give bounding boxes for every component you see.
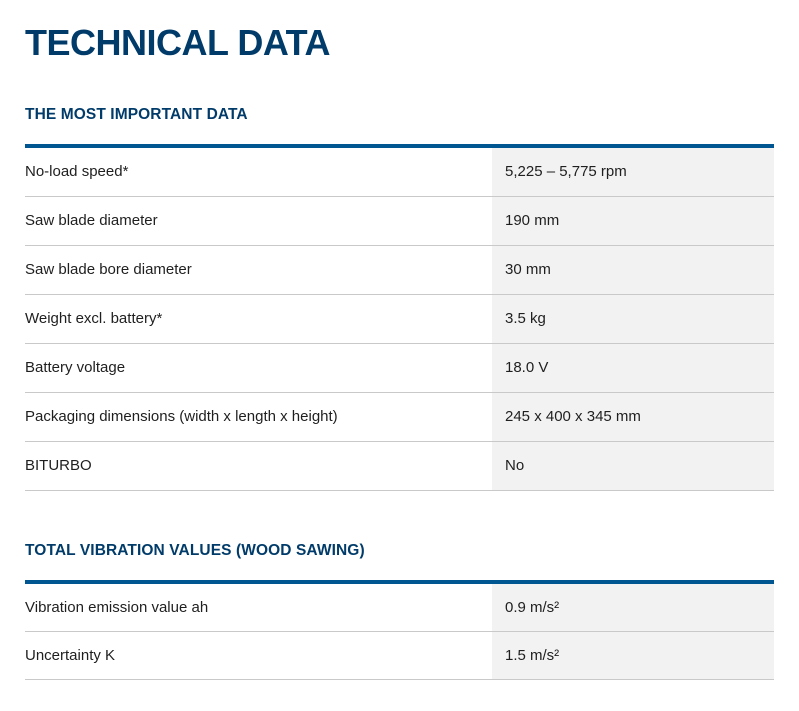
section-total-vibration-values: TOTAL VIBRATION VALUES (WOOD SAWING) Vib…	[25, 542, 774, 680]
table-row-no-load-speed: No-load speed* 5,225 – 5,775 rpm	[25, 147, 774, 197]
section-heading-total-vibration-values: TOTAL VIBRATION VALUES (WOOD SAWING)	[25, 541, 365, 559]
table-row-battery-voltage: Battery voltage 18.0 V	[25, 343, 774, 393]
table-row-biturbo: BITURBO No	[25, 441, 774, 491]
row-value: 245 x 400 x 345 mm	[492, 392, 774, 441]
row-value: 0.9 m/s²	[492, 583, 774, 631]
spec-table-most-important-data: No-load speed* 5,225 – 5,775 rpm Saw bla…	[25, 143, 774, 491]
page-title: TECHNICAL DATA	[25, 22, 330, 63]
table-row-saw-blade-diameter: Saw blade diameter 190 mm	[25, 196, 774, 246]
table-row-uncertainty-k: Uncertainty K 1.5 m/s²	[25, 631, 774, 680]
table-row-saw-blade-bore-diameter: Saw blade bore diameter 30 mm	[25, 245, 774, 295]
row-value: 30 mm	[492, 245, 774, 294]
section-heading-most-important-data: THE MOST IMPORTANT DATA	[25, 105, 248, 123]
row-value: 3.5 kg	[492, 294, 774, 343]
row-label: Uncertainty K	[25, 646, 116, 664]
section-most-important-data: THE MOST IMPORTANT DATA No-load speed* 5…	[25, 106, 774, 491]
row-value: 1.5 m/s²	[492, 631, 774, 679]
row-label: Packaging dimensions (width x length x h…	[25, 408, 338, 426]
row-value: 5,225 – 5,775 rpm	[492, 147, 774, 196]
table-row-packaging-dimensions: Packaging dimensions (width x length x h…	[25, 392, 774, 442]
row-value: No	[492, 441, 774, 490]
row-label: Vibration emission value ah	[25, 598, 209, 616]
table-row-vibration-emission-value: Vibration emission value ah 0.9 m/s²	[25, 583, 774, 632]
row-label: Saw blade diameter	[25, 212, 158, 230]
row-label: Saw blade bore diameter	[25, 261, 192, 279]
table-row-weight-excl-battery: Weight excl. battery* 3.5 kg	[25, 294, 774, 344]
row-value: 190 mm	[492, 196, 774, 245]
row-label: No-load speed*	[25, 163, 129, 181]
spec-table-total-vibration-values: Vibration emission value ah 0.9 m/s² Unc…	[25, 579, 774, 680]
row-label: Weight excl. battery*	[25, 310, 163, 328]
row-value: 18.0 V	[492, 343, 774, 392]
row-label: BITURBO	[25, 457, 92, 475]
row-label: Battery voltage	[25, 359, 126, 377]
